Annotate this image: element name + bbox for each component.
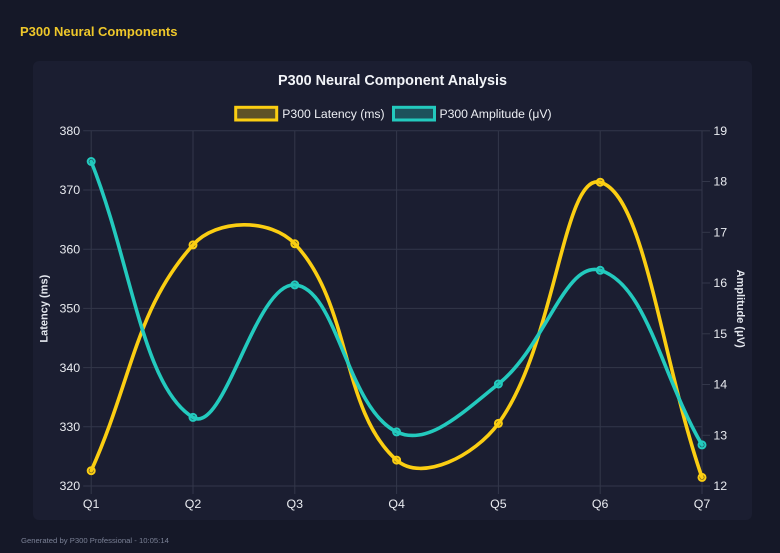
svg-text:Q5: Q5 <box>490 497 507 511</box>
svg-text:Q2: Q2 <box>185 497 202 511</box>
svg-text:P300 Neural Components: P300 Neural Components <box>20 24 178 39</box>
svg-text:15: 15 <box>713 327 727 341</box>
svg-text:350: 350 <box>60 302 81 316</box>
svg-text:Q1: Q1 <box>83 497 100 511</box>
svg-text:13: 13 <box>713 429 727 443</box>
svg-text:17: 17 <box>713 226 727 240</box>
svg-text:320: 320 <box>60 479 81 493</box>
svg-text:Amplitude (μV): Amplitude (μV) <box>734 270 746 349</box>
svg-text:Q3: Q3 <box>287 497 304 511</box>
svg-text:370: 370 <box>60 183 81 197</box>
svg-text:Q4: Q4 <box>388 497 405 511</box>
svg-text:P300 Amplitude (μV): P300 Amplitude (μV) <box>440 107 552 121</box>
svg-text:Generated by P300 Professional: Generated by P300 Professional - 10:05:1… <box>21 536 170 545</box>
svg-text:12: 12 <box>713 479 727 493</box>
svg-text:P300 Latency (ms): P300 Latency (ms) <box>282 107 384 121</box>
svg-text:Latency (ms): Latency (ms) <box>39 274 51 342</box>
svg-text:330: 330 <box>60 420 81 434</box>
svg-text:360: 360 <box>60 242 81 256</box>
svg-text:18: 18 <box>713 175 727 189</box>
svg-text:19: 19 <box>713 124 727 138</box>
svg-text:380: 380 <box>60 124 81 138</box>
svg-text:340: 340 <box>60 361 81 375</box>
svg-text:16: 16 <box>713 276 727 290</box>
svg-text:P300 Neural Component Analysis: P300 Neural Component Analysis <box>278 73 507 89</box>
svg-text:Q6: Q6 <box>592 497 609 511</box>
svg-text:Q7: Q7 <box>694 497 711 511</box>
svg-text:14: 14 <box>713 378 727 392</box>
